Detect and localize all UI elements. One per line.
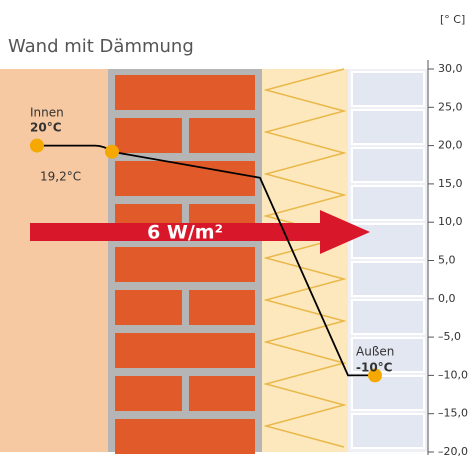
heat-flow-arrow <box>30 210 370 254</box>
brick <box>115 75 255 110</box>
outer-panels <box>351 71 425 449</box>
temperature-line <box>30 144 375 377</box>
panel <box>351 147 425 183</box>
brick <box>115 247 255 282</box>
brick <box>115 419 255 454</box>
y-tick-label: 5,0 <box>438 254 456 267</box>
insulation-pattern <box>263 68 347 448</box>
y-tick-label: –5,0 <box>438 330 461 343</box>
brick <box>115 376 182 411</box>
panel <box>351 299 425 335</box>
unit-label: [° C] <box>440 13 465 26</box>
title: Wand mit Dämmung <box>8 36 194 57</box>
y-tick-label: 15,0 <box>438 177 463 190</box>
heat-flow-label: 6 W/m² <box>147 222 223 244</box>
outside-temp: -10°C <box>356 361 393 375</box>
y-tick-label: 20,0 <box>438 139 463 152</box>
panel <box>351 109 425 145</box>
y-tick-label: –20,0 <box>438 445 468 458</box>
panel <box>351 337 425 373</box>
brick <box>115 290 182 325</box>
y-tick-label: 30,0 <box>438 62 463 75</box>
surface-temp: 19,2°C <box>40 170 81 184</box>
panel <box>351 261 425 297</box>
inside-label: Innen <box>30 106 64 120</box>
panel <box>351 413 425 449</box>
y-tick-label: –10,0 <box>438 368 468 381</box>
panel <box>351 71 425 107</box>
temperature-point <box>368 368 382 383</box>
y-tick-label: 25,0 <box>438 100 463 113</box>
brick <box>189 290 255 325</box>
temperature-point <box>30 138 44 153</box>
brick <box>115 333 255 368</box>
brick <box>115 118 182 153</box>
inner-plaster <box>0 69 108 452</box>
brick <box>115 161 255 196</box>
brick <box>189 376 255 411</box>
outside-label: Außen <box>356 345 394 359</box>
panel <box>351 185 425 221</box>
panel <box>351 375 425 411</box>
temperature-point <box>105 144 119 159</box>
y-tick-label: 0,0 <box>438 292 456 305</box>
y-tick-label: –15,0 <box>438 407 468 420</box>
brick <box>189 118 255 153</box>
inside-temp: 20°C <box>30 121 62 135</box>
y-tick-label: 10,0 <box>438 215 463 228</box>
